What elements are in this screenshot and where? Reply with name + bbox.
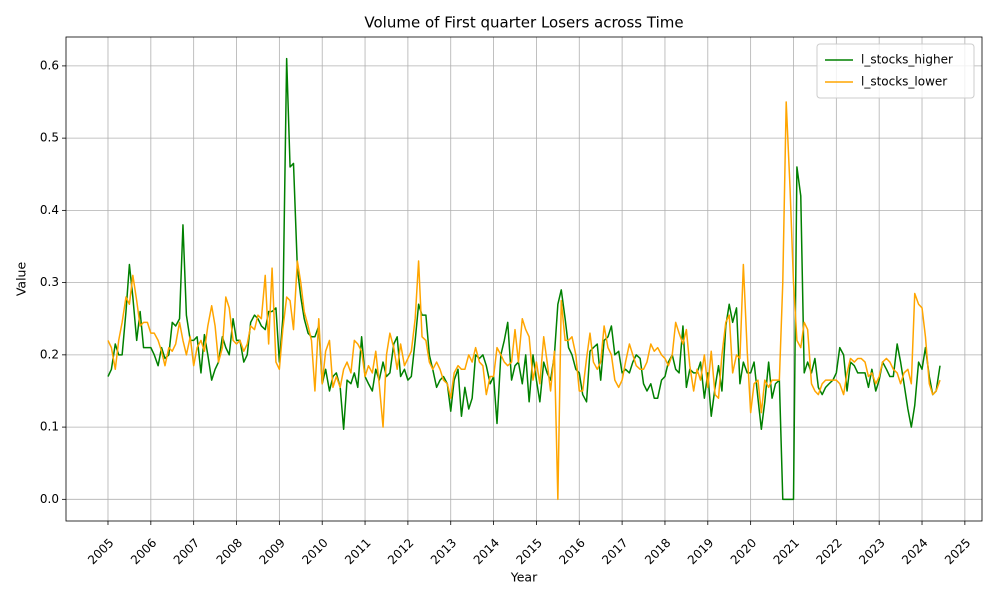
y-tick-label: 0.5	[40, 131, 59, 145]
y-tick-label: 0.6	[40, 58, 59, 72]
y-tick-label: 0.2	[40, 347, 59, 361]
legend-label: l_stocks_lower	[861, 75, 947, 89]
legend: l_stocks_higher l_stocks_lower	[816, 43, 975, 99]
y-tick-label: 0.1	[40, 420, 59, 434]
y-axis-label: Value	[14, 262, 29, 297]
series-line	[107, 57, 941, 501]
x-axis-label: Year	[510, 570, 538, 585]
series-line	[107, 101, 941, 501]
y-tick-label: 0.3	[40, 275, 59, 289]
grid-layer	[66, 37, 982, 521]
plot-frame	[65, 36, 983, 522]
legend-label: l_stocks_higher	[861, 53, 953, 67]
legend-box	[816, 43, 975, 99]
y-tick-label: 0.4	[40, 203, 59, 217]
chart-title: Volume of First quarter Losers across Ti…	[364, 14, 683, 32]
lines-layer	[107, 57, 941, 501]
y-tick-label: 0.0	[40, 492, 59, 506]
